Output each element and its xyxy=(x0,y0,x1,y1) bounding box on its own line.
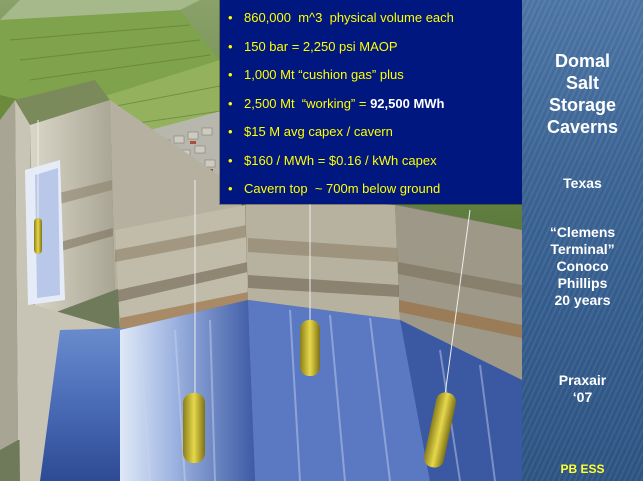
bullet-text: 2,500 Mt “working” = xyxy=(244,95,371,111)
company-line: Praxair xyxy=(558,372,607,388)
company-line: ‘07 xyxy=(572,389,593,405)
title-line: Domal xyxy=(554,51,610,71)
bullet-dot-icon: • xyxy=(228,181,233,196)
terminal-line: 20 years xyxy=(554,292,611,308)
terminal-line: “Clemens xyxy=(549,224,616,240)
company-info: Praxair ‘07 xyxy=(522,372,643,406)
bullet-list: • 860,000 m^3 physical volume each • 150 b… xyxy=(220,0,522,204)
footer-label: PB ESS xyxy=(560,462,605,476)
bullet-item: • 860,000 m^3 physical volume each xyxy=(228,4,522,33)
bullet-item: • $15 M avg capex / cavern xyxy=(228,118,522,147)
terminal-info: “Clemens Terminal” Conoco Phillips 20 ye… xyxy=(522,224,643,309)
bullet-dot-icon: • xyxy=(228,10,233,25)
bullet-highlight: 92,500 MWh xyxy=(370,95,445,111)
terminal-line: Terminal” xyxy=(550,241,615,257)
location-label: Texas xyxy=(563,175,602,191)
title-line: Salt xyxy=(565,73,599,93)
title-line: Storage xyxy=(548,95,617,115)
title-line: Caverns xyxy=(546,117,619,137)
bullet-dot-icon: • xyxy=(228,124,233,139)
bullet-text: $160 / MWh = $0.16 / kWh capex xyxy=(244,152,437,168)
bullet-dot-icon: • xyxy=(228,67,233,82)
bullet-text: 860,000 m^3 physical volume each xyxy=(244,10,454,25)
bullet-item: • 1,000 Mt “cushion gas” plus xyxy=(228,61,522,90)
bullet-item: • $160 / MWh = $0.16 / kWh capex xyxy=(228,147,522,176)
bullet-box: • 860,000 m^3 physical volume each • 150 b… xyxy=(220,0,522,204)
bullet-text: 150 bar = 2,250 psi MAOP xyxy=(244,38,398,54)
slide-title: Domal Salt Storage Caverns xyxy=(522,50,643,138)
terminal-line: Phillips xyxy=(557,275,608,291)
bullet-text: 1,000 Mt “cushion gas” plus xyxy=(244,67,404,82)
terminal-line: Conoco xyxy=(556,258,609,274)
bullet-item: • Cavern top ~ 700m below ground xyxy=(228,175,522,204)
bullet-dot-icon: • xyxy=(228,38,233,54)
bullet-text: Cavern top ~ 700m below ground xyxy=(244,181,441,196)
bullet-dot-icon: • xyxy=(228,152,233,168)
sidebar: Domal Salt Storage Caverns Texas “Clemen… xyxy=(522,0,643,481)
bullet-dot-icon: • xyxy=(228,95,233,111)
bullet-text: $15 M avg capex / cavern xyxy=(244,124,393,139)
bullet-item: • 150 bar = 2,250 psi MAOP xyxy=(228,33,522,62)
bullet-item: • 2,500 Mt “working” = 92,500 MWh xyxy=(228,90,522,119)
